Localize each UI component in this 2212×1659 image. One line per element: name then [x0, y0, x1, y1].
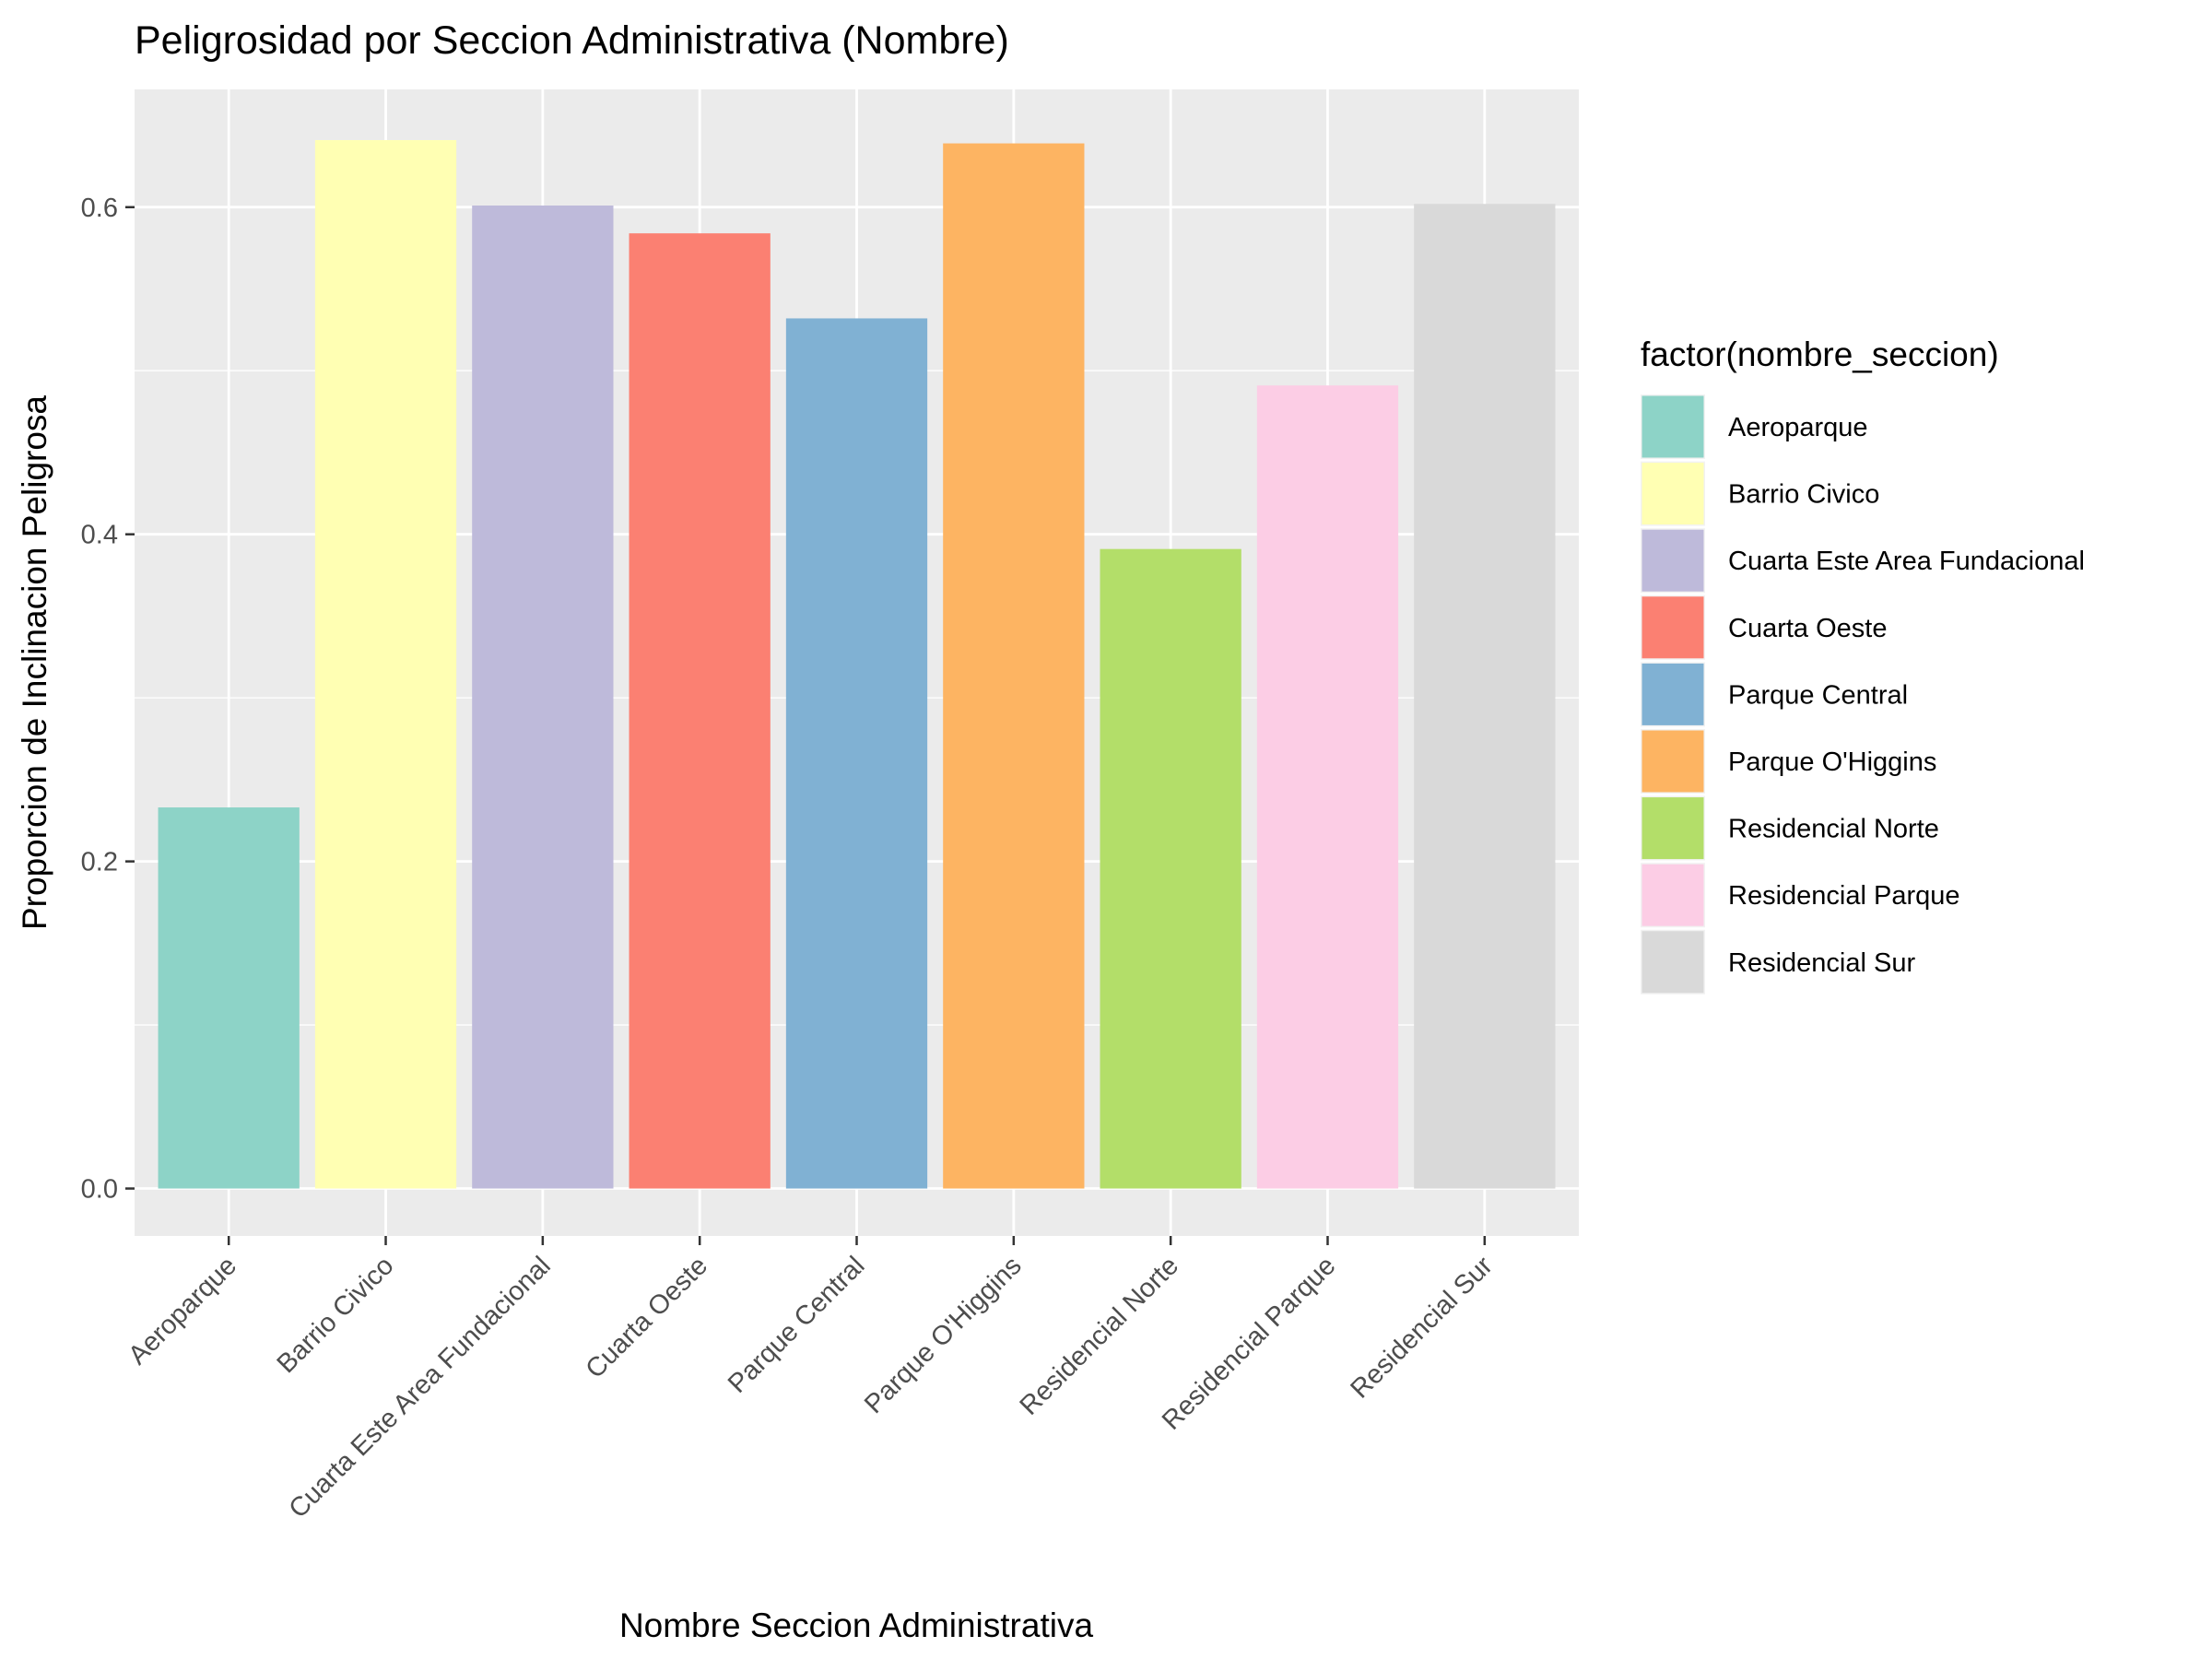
legend-swatch: [1641, 463, 1704, 525]
bar: [785, 318, 928, 1189]
x-tick-label: Residencial Parque: [1157, 1251, 1341, 1435]
legend-swatch: [1641, 730, 1704, 793]
legend-label: Aeroparque: [1728, 413, 1868, 442]
legend-swatch: [1641, 596, 1704, 659]
bar: [629, 233, 771, 1189]
x-axis-title: Nombre Seccion Administrativa: [619, 1606, 1094, 1644]
y-tick-label: 0.6: [81, 194, 118, 223]
bar: [1414, 204, 1556, 1189]
bar: [158, 807, 300, 1189]
legend-label: Parque Central: [1728, 680, 1908, 710]
legend-label: Barrio Civico: [1728, 480, 1879, 510]
bar: [472, 205, 614, 1189]
y-axis-title: Proporcion de Inclinacion Peligrosa: [16, 395, 53, 930]
legend-label: Residencial Parque: [1728, 881, 1959, 911]
legend-title: factor(nombre_seccion): [1641, 335, 1999, 373]
y-tick-label: 0.2: [81, 848, 118, 877]
x-tick-label: Aeroparque: [123, 1251, 242, 1371]
legend-swatch: [1641, 395, 1704, 458]
legend-label: Residencial Norte: [1728, 815, 1939, 844]
legend-label: Cuarta Este Area Fundacional: [1728, 547, 2085, 576]
x-tick-label: Residencial Norte: [1015, 1251, 1184, 1420]
legend-swatch: [1641, 864, 1704, 926]
legend-swatch: [1641, 663, 1704, 725]
x-tick-label: Barrio Civico: [272, 1251, 400, 1379]
bar: [1256, 385, 1399, 1189]
bar: [1100, 548, 1241, 1189]
legend-swatch: [1641, 797, 1704, 860]
y-axis: 0.0 0.2 0.4 0.6: [81, 194, 135, 1205]
legend-swatch: [1641, 529, 1704, 592]
chart-title: Peligrosidad por Seccion Administrativa …: [135, 18, 1009, 63]
y-tick-label: 0.4: [81, 521, 118, 550]
legend-swatch: [1641, 931, 1704, 994]
x-tick-label: Cuarta Oeste: [581, 1251, 714, 1384]
x-tick-label: Residencial Sur: [1346, 1251, 1499, 1404]
legend-label: Cuarta Oeste: [1728, 614, 1887, 643]
legend: Aeroparque Barrio Civico Cuarta Este Area …: [1641, 394, 2085, 994]
bars: [158, 140, 1556, 1189]
legend-label: Residencial Sur: [1728, 948, 1915, 978]
x-tick-label: Parque O'Higgins: [859, 1251, 1028, 1419]
x-tick-label: Cuarta Este Area Fundacional: [284, 1251, 557, 1524]
legend-label: Parque O'Higgins: [1728, 747, 1936, 777]
bar: [943, 143, 1085, 1189]
bar: [314, 140, 457, 1189]
x-tick-label: Parque Central: [723, 1251, 871, 1399]
y-tick-label: 0.0: [81, 1175, 118, 1205]
